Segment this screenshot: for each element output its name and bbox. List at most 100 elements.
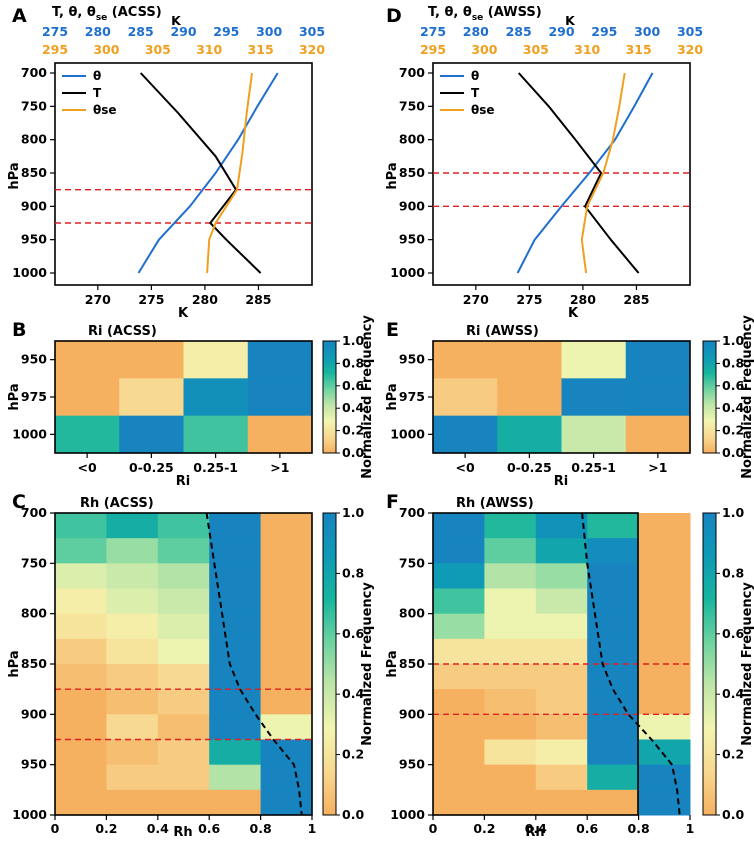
- x-tick-label: 1: [686, 821, 695, 836]
- colorbar-tick-label: 0.4: [342, 686, 364, 701]
- panel-b-xlabel: Ri: [176, 474, 190, 489]
- heatmap-cell: [106, 689, 159, 715]
- heatmap-cell: [433, 613, 485, 640]
- heatmap-cell: [497, 378, 562, 417]
- colorbar-tick-label: 0.6: [342, 378, 364, 393]
- colorbar-tick-label: 0.6: [722, 378, 744, 393]
- y-tick-label: 950: [399, 352, 425, 367]
- heatmap-cell: [55, 739, 107, 766]
- panel-f-rh-awss: F Rh (AWSS) 700 750 800 850 900 950 1000 0 0.2 0…: [385, 491, 694, 840]
- panel-d-profile-awss: D T, θ, θse (AWSS) K 275 280 285 290 295 300 3…: [385, 5, 703, 321]
- thetase-profile-line: [580, 72, 626, 274]
- colorbar-label: Normalized Frequency: [360, 582, 375, 746]
- y-tick-label: 900: [21, 706, 47, 721]
- y-tick-label: 800: [399, 132, 425, 147]
- heatmap-cell: [55, 764, 107, 791]
- panel-a-title-tail: (ACSS): [107, 5, 161, 20]
- heatmap-cell: [209, 538, 262, 564]
- heatmap-cell: [247, 378, 313, 417]
- x-tick-label: 0.4: [525, 821, 547, 836]
- top-orange-tick-label: 305: [145, 42, 171, 57]
- heatmap-cell: [433, 789, 485, 816]
- y-tick-label: 950: [21, 352, 47, 367]
- panel-label-a: A: [12, 5, 27, 27]
- heatmap-cell: [587, 588, 640, 615]
- y-tick-label: 850: [399, 165, 425, 180]
- heatmap-cell: [484, 739, 537, 766]
- colorbar-tick-label: 0.2: [722, 747, 744, 762]
- heatmap-cell: [497, 341, 562, 379]
- heatmap-cell: [535, 789, 588, 816]
- top-blue-tick-label: 300: [256, 24, 282, 39]
- x-tick-label: 270: [463, 292, 489, 307]
- heatmap-cell: [625, 378, 691, 417]
- x-tick-label: 280: [192, 292, 218, 307]
- colorbar-tick-label: 0.2: [722, 423, 744, 438]
- heatmap-cell: [638, 638, 691, 665]
- heatmap-cell: [433, 513, 485, 539]
- colorbar-tick-label: 0.6: [342, 626, 364, 641]
- panel-d-frame: [432, 62, 691, 286]
- heatmap-cell: [55, 378, 120, 417]
- y-tick-label: 950: [21, 757, 47, 772]
- theta-profile-line: [137, 72, 279, 274]
- x-tick-label: 275: [516, 292, 542, 307]
- heatmap-cell: [484, 638, 537, 665]
- panel-d-xlabel: K: [568, 306, 579, 321]
- x-tick-label: >1: [270, 460, 289, 475]
- x-tick-label: 285: [245, 292, 271, 307]
- colorbar-tick-label: 0.4: [342, 400, 364, 415]
- heatmap-cell: [55, 415, 120, 454]
- top-blue-tick-label: 275: [42, 24, 68, 39]
- legend-thetase-label: θse: [93, 103, 117, 117]
- colorbar-3: 0.0 0.2 0.4 0.6 0.8 1.0 Normalized Frequency: [322, 505, 375, 822]
- heatmap-cell: [535, 689, 588, 715]
- panel-b-title: Ri (ACSS): [88, 324, 157, 339]
- heatmap-cell: [535, 664, 588, 690]
- heatmap-cell: [183, 341, 249, 379]
- top-blue-tick-label: 285: [128, 24, 154, 39]
- heatmap-cell: [638, 789, 691, 816]
- colorbar-gradient: [702, 340, 717, 454]
- top-orange-tick-label: 315: [626, 42, 652, 57]
- heatmap-cell: [638, 538, 691, 564]
- y-tick-label: 800: [399, 606, 425, 621]
- heatmap-cell: [106, 538, 159, 564]
- y-tick-label: 900: [399, 198, 425, 213]
- colorbar-label: Normalized Frequency: [740, 315, 754, 479]
- panel-label-b: B: [12, 319, 26, 341]
- panel-d-title-main: T, θ, θ: [428, 5, 472, 20]
- theta-profile-line: [516, 72, 654, 274]
- legend-t-label: T: [471, 86, 480, 100]
- heatmap-cell: [55, 689, 107, 715]
- panel-a-title: T, θ, θse (ACSS): [52, 5, 162, 23]
- heatmap-cell: [535, 538, 588, 564]
- heatmap-cell: [209, 764, 262, 791]
- heatmap-cell: [587, 664, 640, 690]
- panel-c-xlabel: Rh: [173, 825, 192, 840]
- y-tick-label: 750: [399, 555, 425, 570]
- colorbar-tick-label: 1.0: [722, 505, 744, 520]
- panel-d-top-axis-label: K: [565, 13, 576, 28]
- top-orange-tick-label: 315: [248, 42, 274, 57]
- heatmap-cell: [106, 789, 159, 816]
- panel-label-c: C: [12, 491, 26, 513]
- top-blue-tick-label: 275: [420, 24, 446, 39]
- heatmap-cell: [433, 378, 498, 417]
- colorbar-tick-label: 0.2: [342, 747, 364, 762]
- heatmap-cell: [484, 789, 537, 816]
- heatmap-cell: [587, 714, 640, 740]
- top-blue-tick-label: 290: [548, 24, 574, 39]
- heatmap-cell: [106, 739, 159, 766]
- heatmap-cell: [561, 378, 627, 417]
- heatmap-cell: [484, 538, 537, 564]
- colorbar-gradient: [322, 340, 337, 454]
- heatmap-cell: [535, 588, 588, 615]
- heatmap-cell: [497, 415, 562, 454]
- top-blue-tick-label: 305: [299, 24, 325, 39]
- heatmap-cell: [157, 613, 210, 640]
- y-tick-label: 750: [21, 555, 47, 570]
- heatmap-cell: [535, 613, 588, 640]
- y-tick-label: 900: [21, 198, 47, 213]
